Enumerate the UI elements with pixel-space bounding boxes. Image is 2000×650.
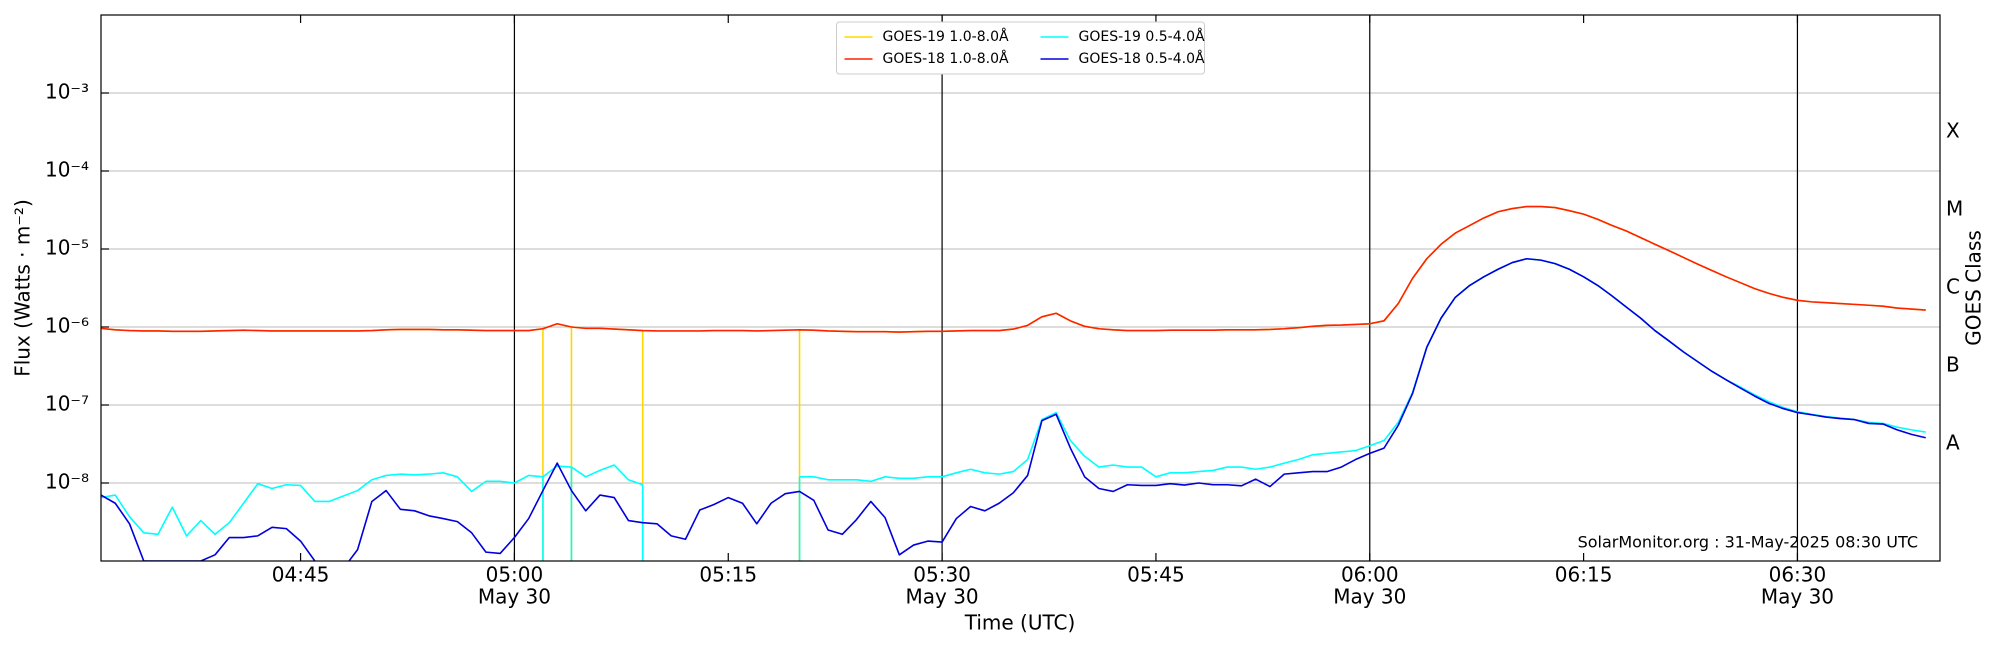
x-tick-date: May 30	[1333, 585, 1406, 609]
legend-label: GOES-18 1.0-8.0Å	[883, 50, 1009, 67]
y-tick-label: 10⁻⁶	[45, 314, 89, 338]
x-tick-label: 05:00	[486, 563, 544, 587]
x-tick-label: 05:45	[1127, 563, 1185, 587]
y2-tick-label: C	[1946, 275, 1960, 299]
x-tick-label: 05:30	[913, 563, 971, 587]
legend-box	[836, 21, 1205, 75]
y2-tick-label: X	[1946, 119, 1960, 143]
x-tick-date: May 30	[478, 585, 551, 609]
series-line	[101, 257, 1926, 561]
x-tick-date: May 30	[1761, 585, 1834, 609]
x-tick-label: 05:15	[699, 563, 757, 587]
plot-frame	[100, 14, 1941, 562]
x-tick-label: 04:45	[272, 563, 330, 587]
y2-tick-label: B	[1946, 353, 1960, 377]
y2-axis-label: GOES Class	[1962, 230, 1986, 346]
x-tick-label: 06:00	[1341, 563, 1399, 587]
y-tick-label: 10⁻⁸	[45, 470, 89, 494]
annotation: SolarMonitor.org : 31-May-2025 08:30 UTC	[1578, 533, 1918, 552]
x-tick-date: May 30	[906, 585, 979, 609]
y-tick-label: 10⁻⁵	[45, 236, 89, 260]
plot-area	[101, 205, 1926, 561]
y-tick-label: 10⁻⁴	[45, 158, 89, 182]
series-line	[101, 205, 1926, 333]
x-axis-label: Time (UTC)	[964, 611, 1076, 635]
y2-tick-label: A	[1946, 431, 1960, 455]
legend-label: GOES-18 0.5-4.0Å	[1079, 50, 1205, 67]
y2-tick-label: M	[1946, 197, 1963, 221]
legend-label: GOES-19 0.5-4.0Å	[1079, 28, 1205, 45]
legend-label: GOES-19 1.0-8.0Å	[883, 28, 1009, 45]
x-tick-label: 06:30	[1769, 563, 1827, 587]
y-tick-label: 10⁻³	[45, 80, 89, 104]
x-tick-label: 06:15	[1555, 563, 1613, 587]
y-axis-label: Flux (Watts · m⁻²)	[11, 199, 35, 377]
y-tick-label: 10⁻⁷	[45, 392, 89, 416]
